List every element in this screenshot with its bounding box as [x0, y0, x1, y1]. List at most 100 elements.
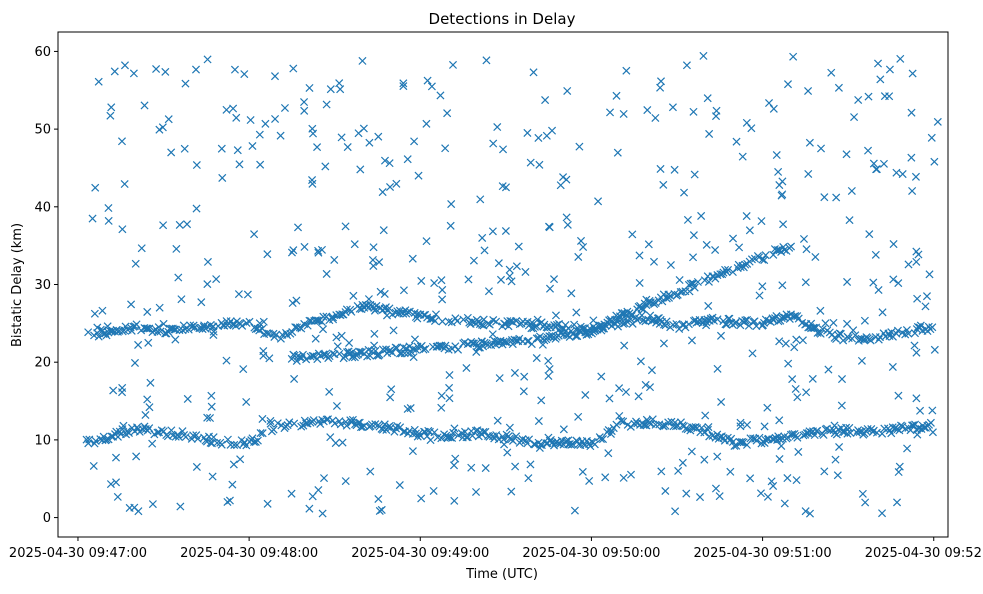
- data-point-x-marker: [579, 242, 588, 252]
- data-point-x-marker: [536, 440, 545, 449]
- data-point-x-marker: [510, 368, 519, 377]
- data-point-x-marker: [177, 295, 186, 304]
- data-point-x-marker: [772, 246, 781, 255]
- data-point-x-marker: [785, 314, 794, 323]
- data-point-x-marker: [380, 289, 389, 298]
- data-point-x-marker: [342, 305, 351, 314]
- data-point-x-marker: [141, 410, 150, 420]
- data-point-x-marker: [400, 349, 409, 358]
- data-point-x-marker: [98, 306, 107, 315]
- data-point-x-marker: [619, 473, 628, 482]
- data-point-x-marker: [348, 415, 357, 424]
- data-point-x-marker: [503, 338, 512, 347]
- data-point-x-marker: [91, 183, 100, 192]
- data-point-x-marker: [385, 421, 394, 431]
- data-point-x-marker: [901, 424, 910, 433]
- data-point-x-marker: [723, 265, 733, 274]
- data-point-x-marker: [913, 430, 922, 439]
- data-point-x-marker: [119, 421, 128, 430]
- data-point-x-marker: [329, 313, 338, 322]
- data-point-x-marker: [571, 332, 580, 341]
- data-point-x-marker: [535, 443, 544, 452]
- data-point-x-marker: [374, 494, 383, 504]
- data-point-x-marker: [228, 480, 237, 489]
- data-point-x-marker: [488, 227, 497, 236]
- data-point-x-marker: [548, 126, 557, 135]
- data-point-x-marker: [549, 275, 559, 284]
- y-tick-label: 20: [34, 356, 51, 371]
- data-point-x-marker: [675, 276, 684, 285]
- data-point-x-marker: [695, 493, 705, 502]
- data-point-x-marker: [670, 165, 679, 174]
- data-point-x-marker: [792, 335, 801, 344]
- data-point-x-marker: [365, 138, 374, 147]
- data-point-x-marker: [820, 467, 829, 476]
- data-point-x-marker: [767, 477, 776, 486]
- data-point-x-marker: [668, 103, 677, 112]
- data-point-x-marker: [172, 244, 181, 253]
- data-point-x-marker: [906, 426, 915, 435]
- data-point-x-marker: [371, 420, 380, 429]
- data-point-x-marker: [888, 423, 897, 432]
- data-point-x-marker: [435, 341, 444, 350]
- data-point-x-marker: [181, 432, 190, 442]
- data-point-x-marker: [535, 160, 544, 169]
- data-point-x-marker: [493, 416, 502, 425]
- data-point-x-marker: [496, 275, 506, 284]
- data-point-x-marker: [687, 447, 696, 456]
- data-point-x-marker: [912, 348, 921, 357]
- data-point-x-marker: [261, 119, 270, 128]
- data-point-x-marker: [824, 365, 833, 374]
- data-point-x-marker: [313, 143, 322, 152]
- data-point-x-marker: [658, 297, 667, 306]
- data-point-x-marker: [643, 106, 652, 115]
- data-point-x-marker: [778, 177, 787, 186]
- data-point-x-marker: [682, 61, 691, 70]
- x-tick-label: 2025-04-30 09:48:00: [180, 546, 318, 561]
- data-point-x-marker: [888, 362, 897, 371]
- data-point-x-marker: [472, 339, 481, 348]
- data-point-x-marker: [702, 240, 711, 249]
- data-point-x-marker: [544, 371, 553, 380]
- data-point-x-marker: [678, 458, 687, 467]
- data-point-x-marker: [449, 461, 459, 470]
- data-point-x-marker: [596, 435, 605, 444]
- data-point-x-marker: [414, 171, 423, 180]
- data-point-x-marker: [755, 291, 764, 300]
- data-point-x-marker: [492, 431, 501, 440]
- data-point-x-marker: [555, 325, 564, 334]
- data-point-x-marker: [405, 342, 414, 351]
- data-point-x-marker: [469, 256, 478, 265]
- data-point-x-marker: [376, 287, 385, 296]
- data-point-x-marker: [472, 347, 481, 357]
- data-point-x-marker: [222, 356, 231, 365]
- data-point-x-marker: [143, 395, 152, 404]
- data-point-x-marker: [898, 170, 907, 179]
- data-point-x-marker: [143, 307, 152, 316]
- data-point-x-marker: [933, 117, 942, 126]
- data-point-x-marker: [491, 340, 500, 349]
- data-point-x-marker: [928, 406, 937, 415]
- data-point-x-marker: [478, 233, 487, 242]
- data-point-x-marker: [183, 394, 192, 403]
- data-point-x-marker: [791, 311, 800, 321]
- data-point-x-marker: [159, 221, 168, 230]
- data-point-x-marker: [562, 213, 571, 222]
- data-point-x-marker: [760, 422, 769, 431]
- data-point-x-marker: [713, 452, 722, 461]
- data-point-x-marker: [174, 432, 183, 441]
- data-point-x-marker: [441, 144, 450, 153]
- data-point-x-marker: [835, 442, 844, 452]
- data-point-x-marker: [450, 496, 459, 505]
- data-point-x-marker: [671, 507, 680, 516]
- data-point-x-marker: [329, 315, 338, 324]
- data-point-x-marker: [131, 259, 140, 268]
- data-point-x-marker: [273, 419, 282, 428]
- data-point-x-marker: [637, 304, 646, 313]
- data-point-x-marker: [233, 146, 242, 155]
- data-point-x-marker: [382, 311, 392, 320]
- data-point-x-marker: [326, 433, 335, 442]
- data-point-x-marker: [142, 324, 151, 333]
- data-point-x-marker: [885, 92, 894, 101]
- data-point-x-marker: [717, 397, 726, 407]
